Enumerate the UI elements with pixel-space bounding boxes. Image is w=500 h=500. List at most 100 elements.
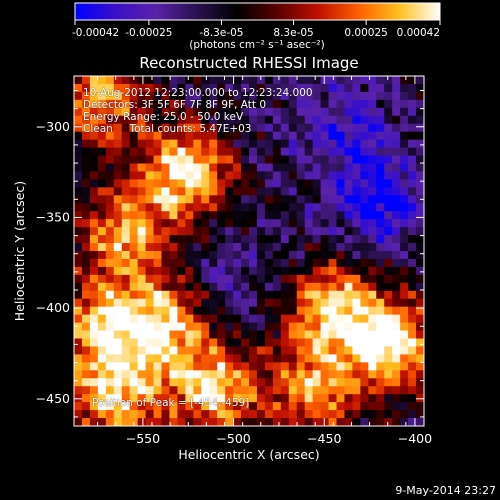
heatmap-cell xyxy=(264,171,274,180)
heatmap-cell xyxy=(225,219,234,228)
heatmap-cell xyxy=(145,123,155,133)
heatmap-cell xyxy=(344,266,353,276)
heatmap-cell xyxy=(113,346,123,355)
heatmap-cell xyxy=(241,370,250,379)
heatmap-cell xyxy=(169,243,178,252)
heatmap-cell xyxy=(384,107,393,117)
heatmap-cell xyxy=(129,123,139,133)
heatmap-cell xyxy=(97,386,107,395)
heatmap-cell xyxy=(161,346,171,355)
heatmap-cell xyxy=(400,115,409,125)
heatmap-cell xyxy=(384,306,393,316)
heatmap-cell xyxy=(400,83,409,93)
heatmap-cell xyxy=(177,370,186,379)
heatmap-cell xyxy=(169,99,178,109)
heatmap-cell xyxy=(376,322,385,332)
heatmap-cell xyxy=(384,266,393,276)
heatmap-cell xyxy=(400,322,409,332)
heatmap-cell xyxy=(89,99,99,109)
heatmap-cell xyxy=(392,235,401,244)
heatmap-cell xyxy=(320,306,330,316)
heatmap-cell xyxy=(217,322,226,332)
heatmap-cell xyxy=(272,410,282,419)
heatmap-cell xyxy=(89,243,99,252)
heatmap-cell xyxy=(169,163,178,173)
heatmap-cell xyxy=(320,282,330,292)
heatmap-cell xyxy=(312,314,322,324)
heatmap-cell xyxy=(89,251,99,260)
heatmap-cell xyxy=(304,346,314,355)
heatmap-cell xyxy=(169,354,178,363)
heatmap-cell xyxy=(129,354,139,363)
heatmap-cell xyxy=(368,187,377,196)
heatmap-cell xyxy=(217,251,226,260)
heatmap-cell xyxy=(376,274,385,284)
heatmap-cell xyxy=(376,370,385,379)
heatmap-cell xyxy=(113,314,123,324)
heatmap-cell xyxy=(105,274,115,284)
heatmap-cell xyxy=(304,282,314,292)
heatmap-cell xyxy=(225,322,234,332)
heatmap-cell xyxy=(416,290,424,300)
heatmap-cell xyxy=(201,330,210,340)
heatmap-cell xyxy=(161,258,171,268)
heatmap-cell xyxy=(328,354,338,363)
heatmap-cell xyxy=(81,258,91,268)
heatmap-cell xyxy=(296,330,306,340)
heatmap-cell xyxy=(217,330,226,340)
heatmap-cell xyxy=(161,298,171,308)
heatmap-cell xyxy=(256,131,266,141)
heatmap-cell xyxy=(384,346,393,355)
heatmap-cell xyxy=(384,386,393,395)
heatmap-cell xyxy=(256,107,266,117)
heatmap-cell xyxy=(360,322,369,332)
heatmap-cell xyxy=(304,330,314,340)
heatmap-cell xyxy=(153,346,163,355)
heatmap-cell xyxy=(352,139,361,149)
heatmap-cell xyxy=(352,354,361,363)
heatmap-cell xyxy=(145,251,155,260)
heatmap-cell xyxy=(408,378,417,387)
heatmap-cell xyxy=(89,338,99,348)
heatmap-cell xyxy=(169,171,178,180)
heatmap-cell xyxy=(328,243,338,252)
heatmap-cell xyxy=(153,386,163,395)
heatmap-cell xyxy=(225,123,234,133)
heatmap-cell xyxy=(177,91,186,101)
heatmap-cell xyxy=(256,76,266,85)
heatmap-cell xyxy=(121,402,131,411)
heatmap-cell xyxy=(145,195,155,204)
heatmap-cell xyxy=(272,290,282,300)
heatmap-cell xyxy=(89,235,99,244)
heatmap-cell xyxy=(169,219,178,228)
heatmap-cell xyxy=(312,306,322,316)
heatmap-cell xyxy=(336,394,346,403)
heatmap-cell xyxy=(145,227,155,236)
heatmap-cell xyxy=(336,187,346,196)
heatmap-cell xyxy=(233,147,242,157)
heatmap-cell xyxy=(376,76,385,85)
heatmap-cell xyxy=(233,76,242,85)
heatmap-cell xyxy=(105,290,115,300)
heatmap-cell xyxy=(336,354,346,363)
heatmap-cell xyxy=(193,330,202,340)
heatmap-cell xyxy=(376,227,385,236)
heatmap-cell xyxy=(368,123,377,133)
heatmap-cell xyxy=(129,266,139,276)
heatmap-cell xyxy=(384,83,393,93)
heatmap-cell xyxy=(312,107,322,117)
heatmap-cell xyxy=(209,258,218,268)
heatmap-cell xyxy=(249,155,258,165)
heatmap-cell xyxy=(328,76,338,85)
heatmap-cell xyxy=(145,219,155,228)
heatmap-cell xyxy=(169,378,178,387)
heatmap-cell xyxy=(153,274,163,284)
heatmap-cell xyxy=(169,298,178,308)
heatmap-cell xyxy=(304,91,314,101)
heatmap-cell xyxy=(328,91,338,101)
heatmap-cell xyxy=(249,227,258,236)
heatmap-cell xyxy=(376,147,385,157)
heatmap-cell xyxy=(137,163,147,173)
heatmap-cell xyxy=(249,370,258,379)
heatmap-cell xyxy=(97,243,107,252)
